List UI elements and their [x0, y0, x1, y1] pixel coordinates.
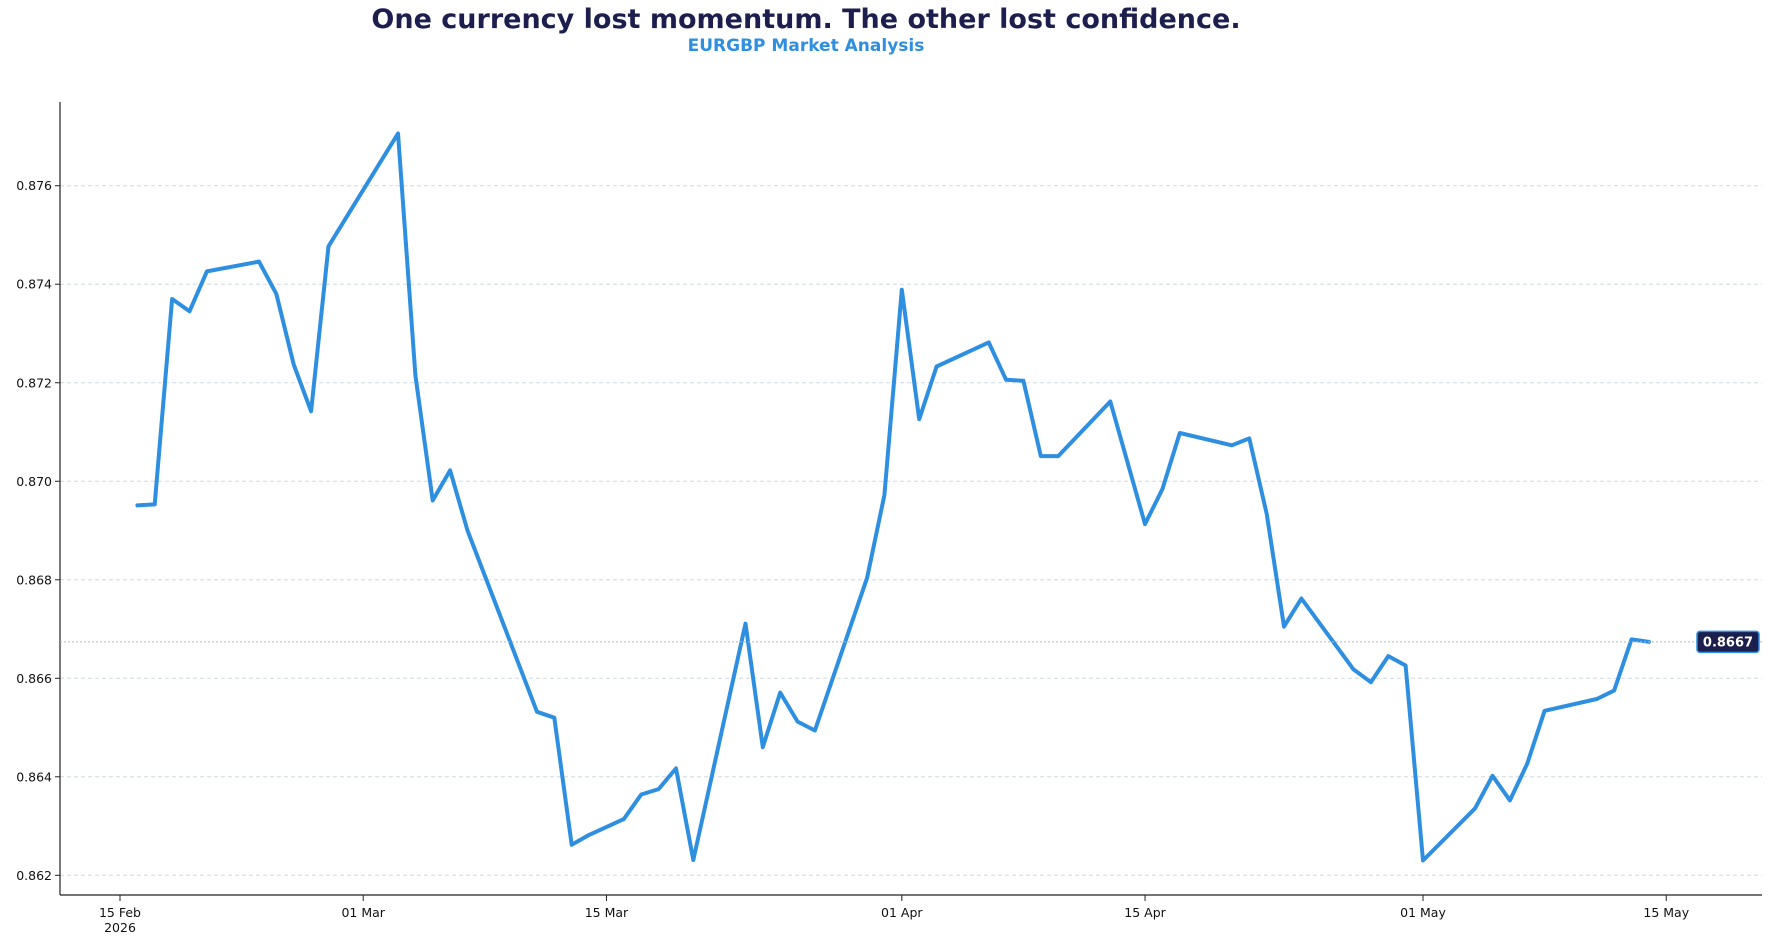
y-tick-label: 0.866	[16, 671, 52, 686]
axes-layer: 0.862 0.864 0.866 0.868 0.870 0.872 0.874 0.876…	[16, 102, 1762, 935]
y-tick-label: 0.868	[16, 572, 52, 587]
x-tick-sublabel: 2026	[104, 920, 136, 935]
x-tick-label: 01 Mar	[341, 905, 385, 920]
y-tick-label: 0.876	[16, 178, 52, 193]
last-value-label: 0.8667	[1703, 635, 1753, 650]
y-tick-label: 0.874	[16, 277, 52, 292]
y-tick-label: 0.872	[16, 375, 52, 390]
grid-layer	[60, 185, 1762, 876]
chart-title: One currency lost momentum. The other lo…	[371, 4, 1241, 35]
last-value-badge	[1696, 630, 1760, 654]
x-tick-label: 01 May	[1400, 905, 1446, 920]
y-tick-label: 0.870	[16, 474, 52, 489]
series-line	[135, 131, 1651, 863]
y-tick-label: 0.862	[16, 868, 52, 883]
chart-subtitle: EURGBP Market Analysis	[687, 36, 925, 56]
last-value-group: 0.8667	[60, 630, 1762, 654]
y-tick-label: 0.864	[16, 769, 52, 784]
x-tick-label: 15 May	[1643, 905, 1689, 920]
x-tick-label: 15 Apr	[1124, 905, 1166, 920]
series-layer	[135, 131, 1651, 863]
x-tick-label: 15 Feb	[99, 905, 141, 920]
x-tick-label: 15 Mar	[585, 905, 629, 920]
x-tick-label: 01 Apr	[881, 905, 923, 920]
